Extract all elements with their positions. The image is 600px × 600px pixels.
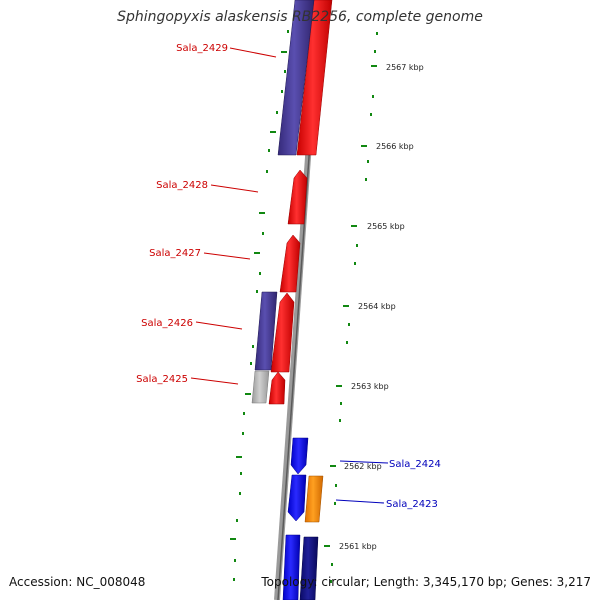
ruler-label: 2562 kbp xyxy=(344,462,382,471)
gene-label: Sala_2429 xyxy=(176,43,228,54)
cds-sala-2428 xyxy=(287,169,308,225)
gene-label: Sala_2423 xyxy=(386,499,438,510)
ruler-label: 2563 kbp xyxy=(351,382,389,391)
cds-orange xyxy=(304,475,324,523)
ruler-label: 2566 kbp xyxy=(376,142,414,151)
accession-label: Accession: NC_008048 xyxy=(9,575,146,589)
cds-navy-bottom xyxy=(299,536,319,600)
cds-sala-2429 xyxy=(296,0,333,156)
gene-label: Sala_2424 xyxy=(389,459,441,470)
cds-sala-2423 xyxy=(287,474,307,522)
gene-label: Sala_2428 xyxy=(156,180,208,191)
gene-label: Sala_2425 xyxy=(136,374,188,385)
ruler-label: 2567 kbp xyxy=(386,63,424,72)
cds-sala-2425 xyxy=(268,371,286,405)
map-title: Sphingopyxis alaskensis RB2256, complete… xyxy=(117,9,483,25)
cds-sala-2425-rev xyxy=(251,370,270,404)
label-leaders xyxy=(190,47,389,504)
cds-sala-2426-rev xyxy=(254,291,278,371)
gene-label: Sala_2427 xyxy=(149,248,201,259)
ruler-label: 2561 kbp xyxy=(339,542,377,551)
reverse-strand-features xyxy=(251,0,315,404)
ruler-label: 2564 kbp xyxy=(358,302,396,311)
cds-sala-2424 xyxy=(290,437,309,475)
gene-label: Sala_2426 xyxy=(141,318,193,329)
blue-features xyxy=(282,437,324,600)
inner-tick-ring xyxy=(233,30,289,581)
forward-strand-features xyxy=(268,0,333,405)
genome-summary: Topology: circular; Length: 3,345,170 bp… xyxy=(261,575,591,589)
outer-tick-ring xyxy=(330,32,378,583)
cds-sala-2427 xyxy=(279,234,301,293)
cds-blue-bottom xyxy=(282,534,301,600)
ruler-label: 2565 kbp xyxy=(367,222,405,231)
cds-sala-2429-rev xyxy=(277,0,315,156)
inner-major-ticks xyxy=(230,51,287,540)
ruler: 2567 kbp 2566 kbp 2565 kbp 2564 kbp 2563… xyxy=(324,63,424,551)
cds-sala-2426 xyxy=(270,292,295,373)
gene-labels: Sala_2429 Sala_2428 Sala_2427 Sala_2426 … xyxy=(136,43,441,510)
